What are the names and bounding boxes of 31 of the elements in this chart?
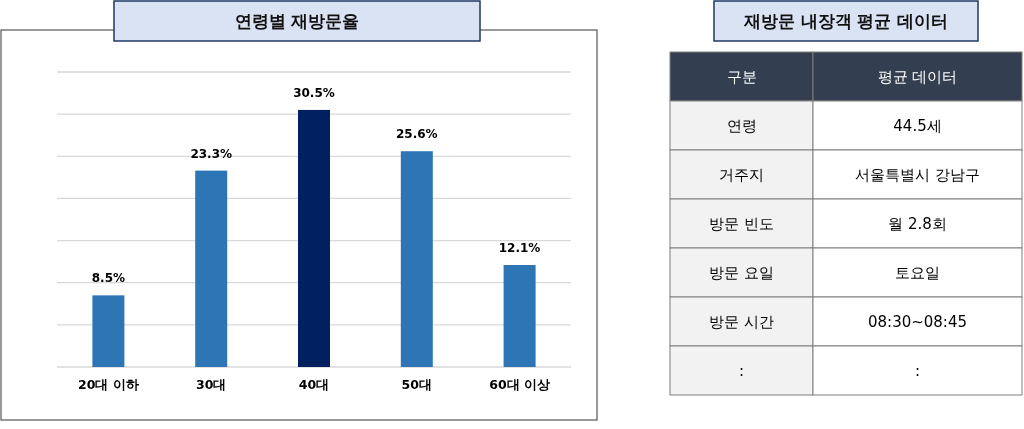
x-tick-label: 20대 이하 — [78, 376, 139, 392]
text: 서울특별시 강남구 — [855, 165, 980, 184]
bar — [298, 109, 330, 367]
data-label: 12.1% — [498, 241, 541, 256]
text: 44.5세 — [893, 116, 942, 135]
bar — [92, 295, 125, 367]
text: 방문 시간 — [709, 312, 774, 331]
text: 방문 요일 — [709, 263, 774, 282]
text: 토요일 — [895, 263, 940, 282]
text: : — [738, 361, 745, 380]
x-tick-label: 60대 이상 — [489, 376, 550, 392]
bar — [400, 151, 433, 367]
text: 연령 — [726, 116, 757, 135]
x-tick-label: 30대 — [196, 376, 227, 392]
x-tick-label: 50대 — [401, 376, 432, 392]
text: : — [914, 361, 921, 380]
chart-title: 연령별 재방문율 — [234, 11, 360, 31]
bar — [503, 265, 536, 367]
text: 방문 빈도 — [709, 214, 774, 233]
x-tick-label: 40대 — [298, 376, 330, 392]
data-label: 30.5% — [293, 85, 335, 100]
text: 거주지 — [719, 165, 764, 184]
text: 재방문 내장객 평균 데이터 — [742, 11, 949, 31]
text: 월 2.8회 — [888, 214, 947, 233]
data-label: 23.3% — [190, 146, 233, 161]
text: 구분 — [726, 67, 757, 86]
text: 08:30~08:45 — [867, 312, 968, 331]
text: 평균 데이터 — [877, 67, 958, 86]
bar — [195, 170, 228, 367]
data-label: 8.5% — [91, 271, 126, 286]
data-label: 25.6% — [395, 127, 438, 142]
